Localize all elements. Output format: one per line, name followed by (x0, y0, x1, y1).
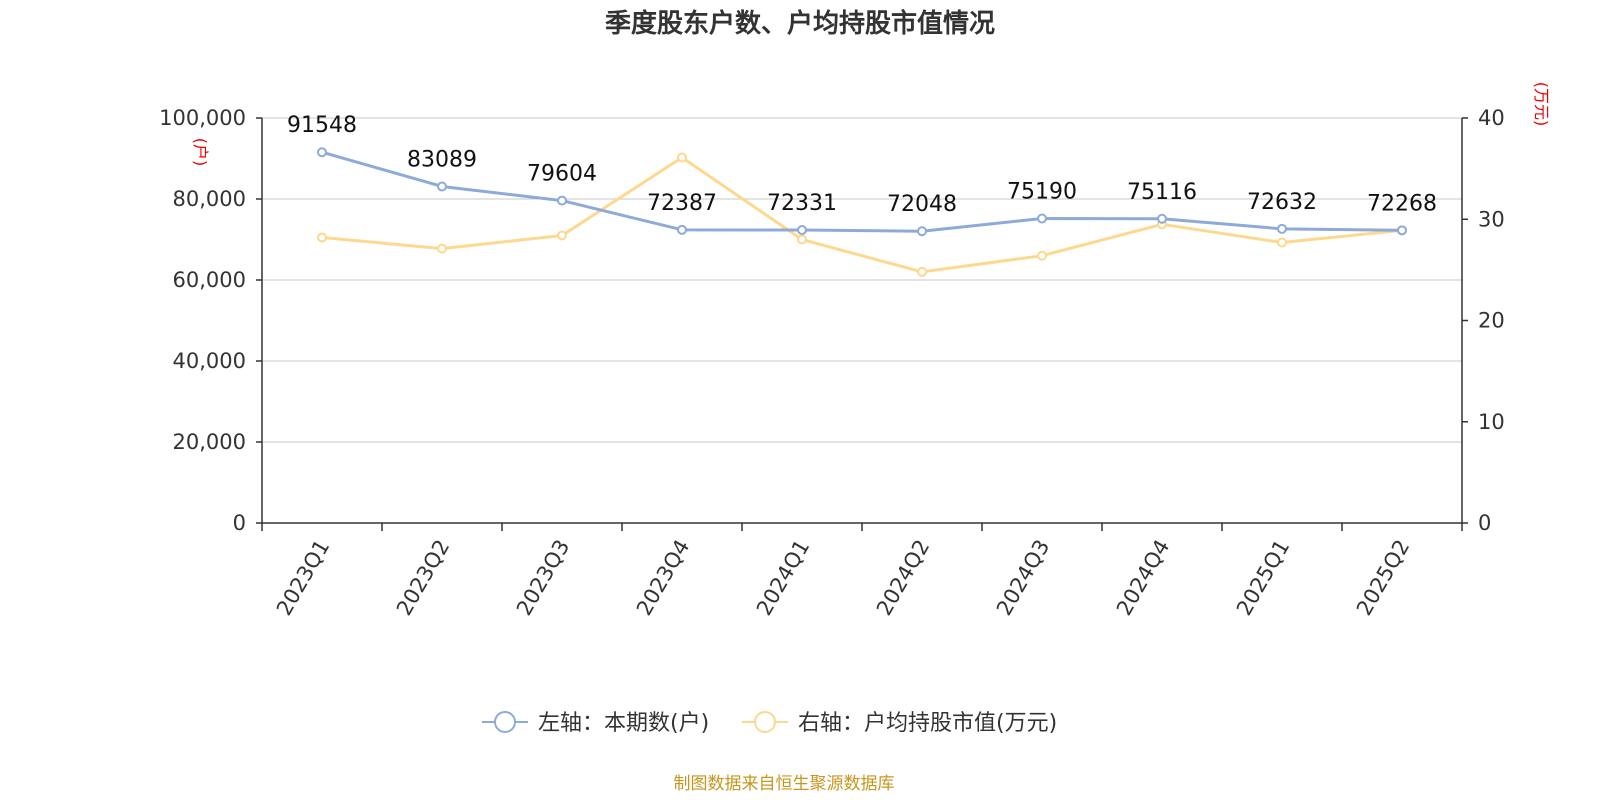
right-tick-label: 20 (1478, 309, 1505, 333)
grid-lines (262, 117, 1462, 443)
data-point-right[interactable] (677, 152, 687, 163)
legend-right-label: 右轴：户均持股市值(万元) (798, 711, 1057, 736)
data-point-right[interactable] (437, 243, 447, 254)
data-point-left[interactable] (1157, 213, 1167, 224)
data-point-right[interactable] (1037, 250, 1047, 261)
legend-left-label: 左轴：本期数(户) (538, 711, 709, 736)
data-point-left[interactable] (1277, 223, 1287, 234)
data-label: 75116 (1127, 180, 1197, 205)
source-note: 制图数据来自恒生聚源数据库 (674, 774, 895, 794)
x-tick-label: 2024Q4 (1112, 536, 1174, 620)
data-label: 72632 (1247, 190, 1317, 215)
x-tick-label: 2023Q2 (392, 536, 454, 620)
left-axis-unit: (户) (191, 138, 210, 167)
data-point-right[interactable] (557, 230, 567, 241)
left-tick-label: 60,000 (173, 268, 246, 292)
data-point-left[interactable] (1037, 213, 1047, 224)
left-tick-label: 0 (233, 511, 246, 535)
x-tick-label: 2023Q1 (272, 536, 334, 620)
data-label: 72331 (767, 191, 837, 216)
right-tick-label: 10 (1478, 410, 1505, 434)
legend-item-right[interactable]: 右轴：户均持股市值(万元) (742, 711, 1057, 736)
legend-item-left[interactable]: 左轴：本期数(户) (482, 711, 709, 736)
series-line-right (321, 155, 1403, 274)
left-tick-label: 20,000 (173, 430, 246, 454)
data-point-right[interactable] (797, 234, 807, 245)
x-tick-label: 2024Q3 (992, 536, 1054, 620)
data-label: 72387 (647, 191, 717, 216)
legend-right-marker (754, 711, 776, 733)
legend: 左轴：本期数(户) 右轴：户均持股市值(万元) (482, 711, 1057, 736)
x-tick-label: 2024Q1 (752, 536, 814, 620)
data-point-left[interactable] (317, 147, 327, 158)
data-point-right[interactable] (917, 266, 927, 277)
left-tick-label: 80,000 (173, 187, 246, 211)
series-line-left (321, 150, 1403, 233)
left-tick-label: 40,000 (173, 349, 246, 373)
data-point-right[interactable] (1277, 237, 1287, 248)
data-point-left[interactable] (917, 226, 927, 237)
data-point-left[interactable] (797, 225, 807, 236)
right-axis-unit: (万元) (1532, 82, 1551, 127)
data-point-left[interactable] (677, 224, 687, 235)
data-label: 72048 (887, 192, 957, 217)
right-tick-label: 30 (1478, 207, 1505, 231)
x-tick-label: 2023Q3 (512, 536, 574, 620)
data-point-left[interactable] (557, 195, 567, 206)
data-point-left[interactable] (437, 181, 447, 192)
right-tick-label: 0 (1478, 511, 1491, 535)
data-label: 72268 (1367, 191, 1437, 216)
data-label: 83089 (407, 147, 477, 172)
data-point-left[interactable] (1397, 225, 1407, 236)
x-tick-label: 2025Q2 (1352, 536, 1414, 620)
data-point-right[interactable] (317, 232, 327, 243)
data-label: 75190 (1007, 179, 1077, 204)
x-tick-label: 2023Q4 (632, 536, 694, 620)
left-tick-label: 100,000 (159, 106, 246, 130)
axes: 0 20,000 40,000 60,000 80,000 100,000 0 10 20 30 4… (159, 106, 1505, 620)
series-layer (317, 147, 1407, 277)
chart-title: 季度股东户数、户均持股市值情况 (605, 8, 995, 39)
x-tick-label: 2025Q1 (1232, 536, 1294, 620)
data-label: 79604 (527, 162, 597, 187)
right-tick-label: 40 (1478, 106, 1505, 130)
x-tick-label: 2024Q2 (872, 536, 934, 620)
legend-left-marker (494, 711, 516, 733)
data-labels: 91548 83089 79604 72387 72331 72048 75190 75116… (287, 113, 1437, 217)
data-label: 91548 (287, 113, 357, 138)
